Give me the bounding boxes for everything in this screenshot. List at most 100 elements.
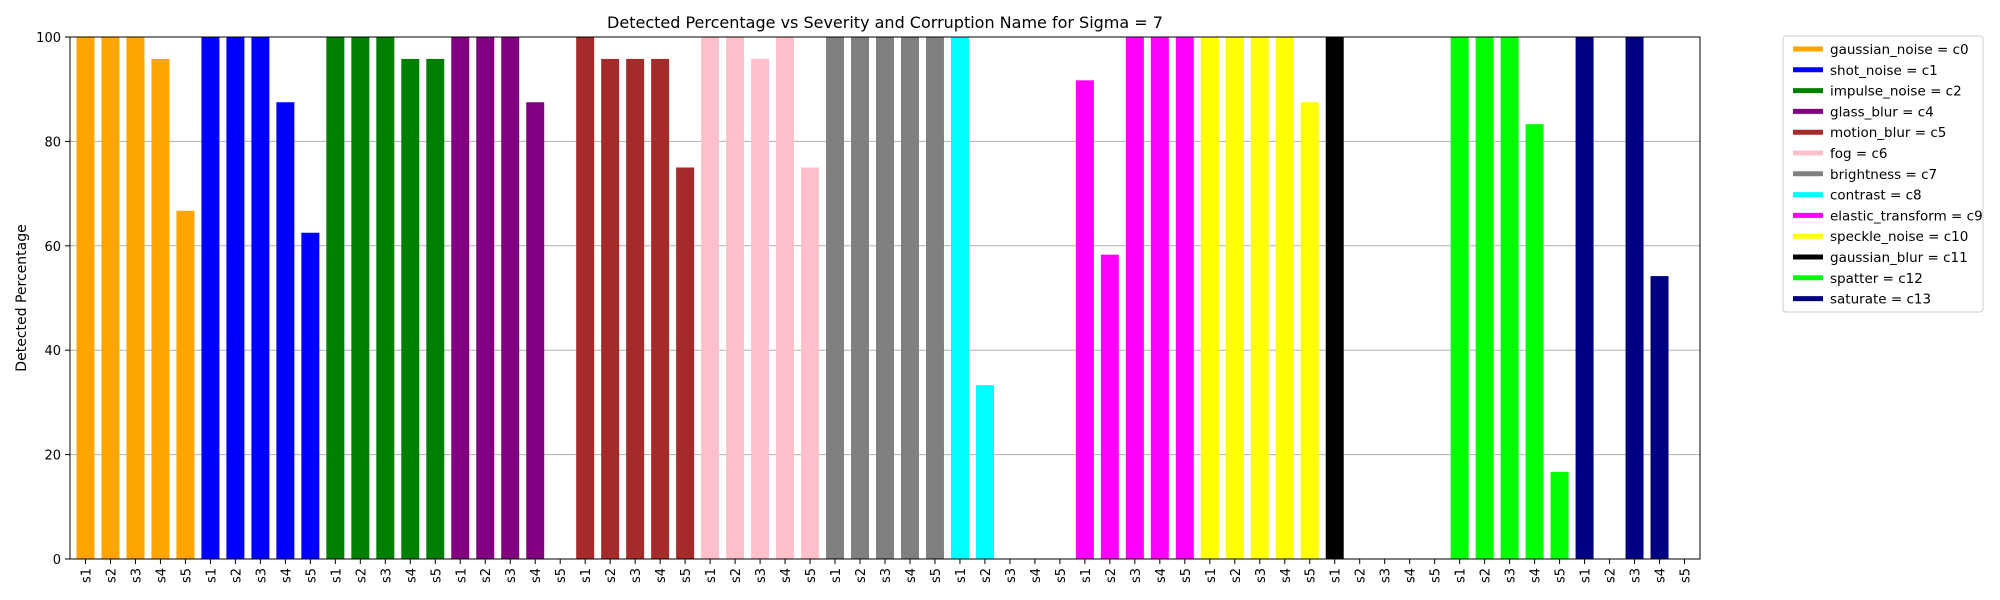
y-axis-title: Detected Percentage — [14, 224, 30, 371]
x-tick-label: s1 — [1579, 568, 1594, 583]
x-tick-label: s3 — [129, 568, 144, 583]
bar — [176, 210, 195, 560]
x-tick-label: s5 — [1179, 568, 1194, 583]
bar — [201, 37, 220, 559]
y-tick-label: 80 — [44, 135, 61, 150]
x-tick-label: s4 — [654, 568, 669, 583]
x-tick-label: s3 — [1629, 568, 1644, 583]
bar — [1475, 37, 1494, 559]
x-tick-label: s4 — [779, 568, 794, 583]
bar — [950, 37, 969, 559]
bar — [1625, 37, 1644, 559]
legend-entry: contrast = c8 — [1830, 188, 1922, 204]
x-tick-label: s4 — [1279, 568, 1294, 583]
chart-title: Detected Percentage vs Severity and Corr… — [607, 13, 1163, 32]
x-tick-label: s2 — [854, 568, 869, 583]
legend-frame — [1782, 35, 1984, 313]
x-tick-label: s4 — [279, 568, 294, 583]
bar — [326, 37, 345, 559]
x-tick-label: s3 — [1004, 568, 1019, 583]
bar — [1550, 471, 1569, 559]
bar — [876, 37, 894, 559]
bar — [1225, 37, 1244, 559]
legend-entry: motion_blur = c5 — [1830, 125, 1946, 141]
legend-entry: impulse_noise = c2 — [1830, 84, 1962, 100]
x-tick-label: s3 — [629, 568, 644, 583]
x-tick-label: s5 — [179, 568, 194, 583]
x-tick-label: s5 — [1054, 568, 1069, 583]
legend-entry: glass_blur = c4 — [1830, 104, 1934, 120]
legend-entry: gaussian_noise = c0 — [1830, 42, 1969, 58]
x-tick-label: s5 — [1554, 568, 1569, 583]
x-tick-label: s5 — [1304, 568, 1319, 583]
bar — [1075, 80, 1094, 560]
bar — [1325, 37, 1344, 559]
bar — [776, 37, 795, 559]
bar — [101, 37, 120, 559]
legend-entry: elastic_transform = c9 — [1830, 208, 1983, 224]
x-tick-label: s1 — [579, 568, 594, 583]
bar — [1650, 276, 1669, 559]
bar — [751, 58, 770, 559]
y-tick-label: 60 — [44, 240, 61, 255]
x-tick-label: s2 — [604, 568, 619, 583]
x-tick-label: s1 — [204, 568, 219, 583]
legend-entry: fog = c6 — [1830, 146, 1888, 162]
bar — [1525, 124, 1544, 559]
y-axis: 0 20 40 60 80 100 — [36, 31, 70, 568]
y-tick-label: 20 — [44, 449, 61, 464]
x-tick-label: s2 — [479, 568, 494, 583]
x-tick-label: s3 — [504, 568, 519, 583]
x-tick-label: s4 — [529, 568, 544, 583]
x-tick-label: s1 — [704, 568, 719, 583]
bar — [1575, 37, 1594, 559]
bar — [1200, 37, 1219, 559]
x-tick-label: s2 — [1229, 568, 1244, 583]
bar — [701, 37, 720, 559]
x-tick-label: s2 — [354, 568, 369, 583]
x-tick-label: s1 — [329, 568, 344, 583]
bar — [251, 37, 270, 559]
x-tick-label: s1 — [1079, 568, 1094, 583]
x-tick-label: s3 — [754, 568, 769, 583]
x-tick-label: s5 — [929, 568, 944, 583]
bar — [501, 37, 520, 559]
x-tick-label: s5 — [304, 568, 319, 583]
x-tick-label: s3 — [1379, 568, 1394, 583]
bar — [925, 37, 944, 559]
x-tick-label: s5 — [554, 568, 569, 583]
bar — [476, 37, 495, 559]
x-tick-label: s4 — [1029, 568, 1044, 583]
x-tick-label: s4 — [1529, 568, 1544, 583]
bar — [975, 385, 994, 559]
x-tick-label: s4 — [1404, 568, 1419, 583]
legend-entry: speckle_noise = c10 — [1830, 229, 1968, 245]
legend-entry: saturate = c13 — [1830, 292, 1931, 308]
x-tick-label: s4 — [1654, 568, 1669, 583]
bar — [151, 58, 170, 559]
bar — [1275, 37, 1294, 559]
bar — [1100, 254, 1119, 559]
x-tick-label: s3 — [879, 568, 894, 583]
bar — [900, 37, 919, 559]
x-tick-label: s1 — [1204, 568, 1219, 583]
x-tick-label: s3 — [379, 568, 394, 583]
x-tick-label: s2 — [729, 568, 744, 583]
x-tick-label: s1 — [829, 568, 844, 583]
x-tick-label: s3 — [1129, 568, 1144, 583]
x-tick-label: s1 — [954, 568, 969, 583]
bar — [401, 58, 420, 559]
x-tick-label: s1 — [79, 568, 94, 583]
bar — [801, 167, 820, 559]
y-tick-label: 0 — [53, 553, 61, 568]
x-tick-label: s2 — [104, 568, 119, 583]
bar — [651, 58, 670, 559]
y-tick-label: 40 — [44, 344, 61, 359]
x-tick-label: s5 — [1429, 568, 1444, 583]
legend-entry: spatter = c12 — [1830, 271, 1923, 287]
x-tick-label: s5 — [679, 568, 694, 583]
bar — [351, 37, 370, 559]
bar — [601, 58, 620, 559]
bar — [626, 58, 645, 559]
